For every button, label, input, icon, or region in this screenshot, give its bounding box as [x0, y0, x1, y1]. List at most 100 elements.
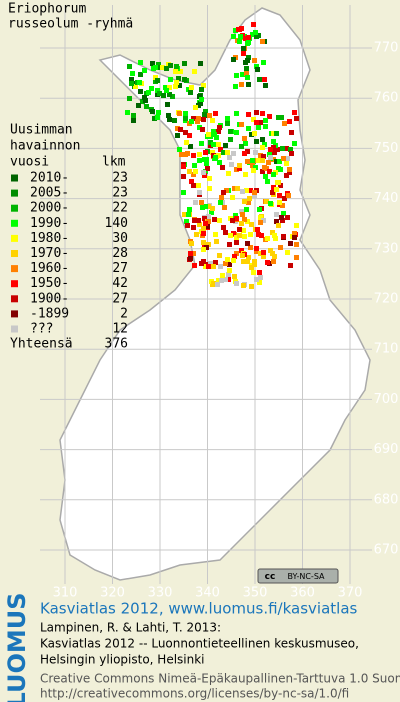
legend-count: 23 — [112, 171, 128, 186]
observation-square — [246, 82, 251, 87]
observation-square — [276, 223, 281, 228]
observation-square — [271, 131, 276, 136]
legend-count: 12 — [112, 322, 128, 337]
observation-square — [285, 156, 290, 161]
observation-square — [137, 80, 142, 85]
observation-square — [174, 64, 179, 69]
x-tick-label: 310 — [53, 586, 78, 601]
observation-square — [202, 216, 207, 221]
legend-swatch — [11, 204, 18, 212]
observation-square — [244, 71, 249, 76]
observation-square — [166, 113, 171, 118]
observation-square — [142, 95, 147, 100]
y-tick-label: 720 — [374, 292, 399, 307]
observation-square — [167, 85, 172, 90]
observation-square — [254, 277, 259, 282]
observation-square — [278, 245, 283, 250]
observation-square — [191, 251, 196, 256]
observation-square — [237, 163, 242, 168]
observation-square — [220, 273, 225, 278]
observation-square — [258, 251, 263, 256]
observation-square — [234, 240, 239, 245]
observation-square — [181, 164, 186, 169]
observation-square — [279, 215, 284, 220]
y-tick-label: 670 — [374, 543, 399, 558]
observation-square — [239, 122, 244, 127]
observation-square — [240, 72, 245, 77]
observation-square — [241, 46, 246, 51]
legend-count: 42 — [112, 276, 128, 291]
observation-square — [285, 250, 290, 255]
observation-square — [250, 158, 255, 163]
atlas-link[interactable]: Kasviatlas 2012, www.luomus.fi/kasviatla… — [40, 600, 358, 618]
observation-square — [261, 154, 266, 159]
observation-square — [252, 131, 257, 136]
observation-square — [287, 167, 292, 172]
observation-square — [182, 61, 187, 66]
observation-square — [200, 205, 205, 210]
observation-square — [138, 72, 143, 77]
observation-square — [271, 185, 276, 190]
observation-square — [243, 141, 248, 146]
legend-heading: Uusimman — [10, 123, 73, 138]
observation-square — [156, 65, 161, 70]
observation-square — [138, 60, 143, 65]
legend-label: 1900- — [30, 291, 69, 306]
observation-square — [288, 241, 293, 246]
observation-square — [239, 209, 244, 214]
observation-square — [230, 195, 235, 200]
observation-square — [153, 75, 158, 80]
observation-square — [177, 83, 182, 88]
observation-square — [251, 270, 256, 275]
observation-square — [280, 203, 285, 208]
observation-square — [254, 110, 259, 115]
y-tick-label: 770 — [374, 41, 399, 56]
observation-square — [206, 132, 211, 137]
x-tick-label: 360 — [290, 586, 315, 601]
observation-square — [131, 118, 136, 123]
observation-square — [260, 111, 265, 116]
observation-square — [173, 84, 178, 89]
observation-square — [217, 218, 222, 223]
observation-square — [232, 274, 237, 279]
cc-badge-text: cc — [265, 572, 276, 582]
observation-square — [136, 103, 141, 108]
observation-square — [192, 69, 197, 74]
observation-square — [268, 201, 273, 206]
observation-square — [256, 158, 261, 163]
observation-square — [196, 218, 201, 223]
observation-square — [157, 91, 162, 96]
observation-square — [214, 239, 219, 244]
observation-square — [268, 147, 273, 152]
observation-square — [242, 234, 247, 239]
observation-square — [242, 217, 247, 222]
observation-square — [271, 172, 276, 177]
observation-square — [243, 36, 248, 41]
license-url[interactable]: http://creativecommons.org/licenses/by-n… — [40, 687, 349, 701]
observation-square — [267, 152, 272, 157]
observation-square — [234, 251, 239, 256]
observation-square — [206, 219, 211, 224]
observation-square — [294, 242, 299, 247]
observation-square — [182, 77, 187, 82]
observation-square — [206, 214, 211, 219]
observation-square — [211, 264, 216, 269]
observation-square — [258, 220, 263, 225]
observation-square — [187, 169, 192, 174]
observation-square — [131, 113, 136, 118]
observation-square — [193, 200, 198, 205]
observation-square — [191, 153, 196, 158]
citation-line: Kasviatlas 2012 -- Luonnontieteellinen k… — [40, 637, 359, 651]
observation-square — [275, 180, 280, 185]
observation-square — [281, 156, 286, 161]
observation-square — [176, 76, 181, 81]
observation-square — [238, 34, 243, 39]
observation-square — [221, 190, 226, 195]
observation-square — [253, 150, 258, 155]
observation-square — [239, 144, 244, 149]
observation-square — [216, 129, 221, 134]
observation-square — [254, 249, 259, 254]
observation-square — [242, 199, 247, 204]
observation-square — [245, 241, 250, 246]
observation-square — [138, 89, 143, 94]
